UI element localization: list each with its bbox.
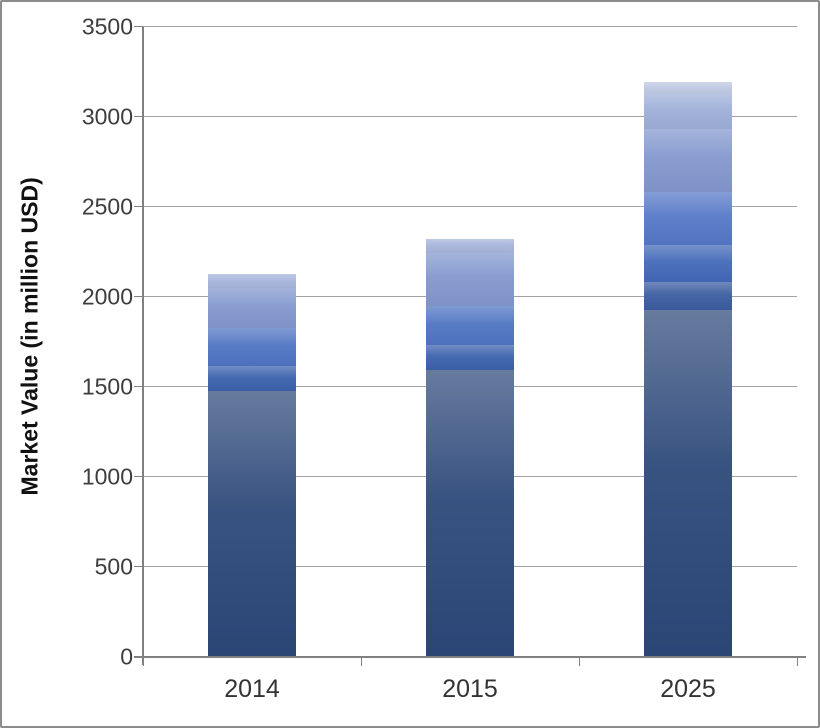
stacked-bar-2025 <box>644 81 732 656</box>
bar-segment-2015-3 <box>426 252 514 306</box>
bar-segment-2025-4 <box>644 128 732 192</box>
bar-segment-2025-6 <box>644 81 732 94</box>
y-tick-500 <box>134 566 143 567</box>
y-axis-title: Market Value (in million USD) <box>16 177 43 496</box>
stacked-bar-2014 <box>208 273 296 656</box>
stacked-bar-2015 <box>426 239 514 656</box>
bar-segment-2025-1 <box>644 281 732 311</box>
y-tick-1500 <box>134 386 143 387</box>
y-tick-2500 <box>134 206 143 207</box>
x-tick-0 <box>143 658 144 666</box>
x-tick-2 <box>579 658 580 666</box>
bar-segment-2014-1 <box>208 366 296 392</box>
bar-segment-2014-3 <box>208 287 296 328</box>
x-category-label-2014: 2014 <box>224 675 280 703</box>
y-tick-label-2500: 2500 <box>81 193 133 220</box>
gridline-3000 <box>143 116 797 117</box>
plot-area: 0 500 1000 1500 2000 2500 3000 3500 2014 2015 2025 <box>82 14 806 703</box>
gridline-3500 <box>143 26 797 27</box>
x-category-label-2025: 2025 <box>660 675 716 703</box>
bar-segment-2014-4 <box>208 273 296 288</box>
bar-segment-2025-0 <box>644 310 732 656</box>
y-tick-label-3500: 3500 <box>81 13 133 40</box>
y-tick-label-1500: 1500 <box>81 373 133 400</box>
bar-segment-2025-3 <box>644 191 732 245</box>
y-tick-1000 <box>134 476 143 477</box>
y-tick-label-500: 500 <box>94 553 133 580</box>
x-category-label-2015: 2015 <box>442 675 498 703</box>
x-axis-line <box>134 656 806 658</box>
bar-segment-2014-0 <box>208 391 296 656</box>
bar-segment-2014-2 <box>208 327 296 367</box>
y-tick-2000 <box>134 296 143 297</box>
x-tick-3 <box>797 658 798 666</box>
bar-segment-2025-5 <box>644 93 732 129</box>
y-tick-3500 <box>134 26 143 27</box>
y-tick-0 <box>134 657 143 658</box>
y-tick-label-3000: 3000 <box>81 103 133 130</box>
y-tick-3000 <box>134 116 143 117</box>
bar-segment-2015-1 <box>426 344 514 370</box>
y-tick-label-1000: 1000 <box>81 463 133 490</box>
y-axis-line <box>142 27 144 665</box>
y-tick-label-2000: 2000 <box>81 283 133 310</box>
bar-segment-2025-2 <box>644 244 732 282</box>
bar-segment-2015-0 <box>426 369 514 656</box>
bar-segment-2015-2 <box>426 305 514 345</box>
y-tick-label-0: 0 <box>120 643 133 670</box>
gridline-2500 <box>143 206 797 207</box>
x-tick-1 <box>361 658 362 666</box>
bar-segment-2015-4 <box>426 239 514 253</box>
